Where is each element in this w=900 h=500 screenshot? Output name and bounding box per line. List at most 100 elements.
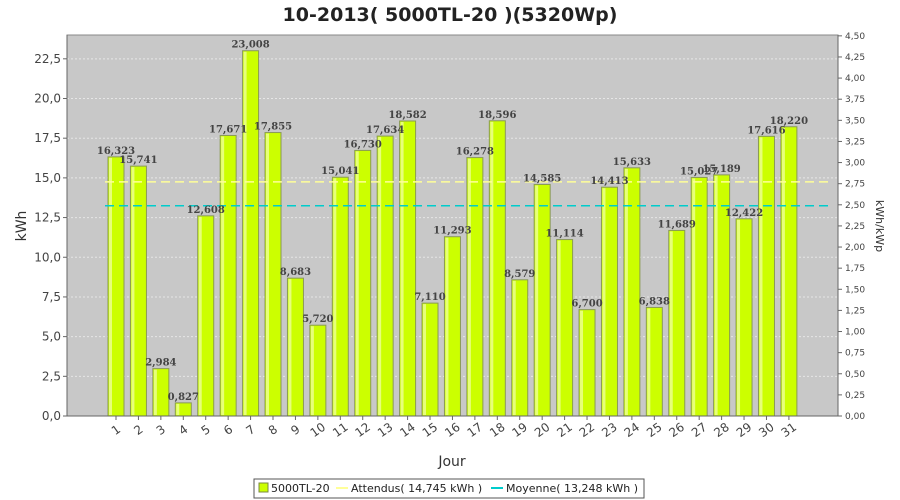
bar-highlight <box>333 178 337 415</box>
data-label: 16,730 <box>344 139 382 150</box>
x-tick-label: 20 <box>532 420 553 440</box>
x-tick-label: 27 <box>689 420 710 440</box>
chart-title: 10-2013( 5000TL-20 )(5320Wp) <box>283 4 618 26</box>
y-right-tick-label: 2,50 <box>845 201 865 211</box>
data-label: 8,579 <box>504 269 535 280</box>
data-label: 18,582 <box>388 110 426 121</box>
y-tick-label: 20,0 <box>34 92 61 106</box>
bar-highlight <box>490 121 494 415</box>
legend-label-moyenne: Moyenne( 13,248 kWh ) <box>506 482 638 495</box>
x-tick-label: 15 <box>420 420 441 440</box>
y-tick-label: 10,0 <box>34 250 61 264</box>
data-label: 2,984 <box>145 358 176 369</box>
data-label: 12,608 <box>187 205 225 216</box>
axes: 0,0 2,5 5,0 7,5 10,0 12,5 15,0 17,5 20,0 22,5 0,00… <box>34 32 865 440</box>
data-label: 11,293 <box>433 226 471 237</box>
x-tick-label: 18 <box>487 420 508 440</box>
x-tick-label: 6 <box>221 422 235 438</box>
y-right-tick-label: 0,00 <box>845 412 865 422</box>
bar-highlight <box>355 151 359 415</box>
y-right-tick-label: 0,25 <box>845 391 865 401</box>
x-tick-label: 3 <box>154 422 168 438</box>
y-right-tick-label: 3,25 <box>845 137 865 147</box>
y-right-tick-label: 2,00 <box>845 243 865 253</box>
bar-highlight <box>243 51 247 416</box>
x-tick-label: 8 <box>266 422 280 438</box>
bar-highlight <box>445 237 449 415</box>
bar-highlight <box>288 279 292 415</box>
data-label: 15,633 <box>613 157 651 168</box>
data-label: 17,616 <box>747 125 785 136</box>
x-tick-label: 24 <box>622 420 643 440</box>
data-label: 15,189 <box>702 164 740 175</box>
bar-highlight <box>557 240 561 415</box>
bar-highlight <box>153 369 157 415</box>
x-tick-label: 11 <box>330 420 351 440</box>
bar-highlight <box>310 326 314 415</box>
data-label: 18,220 <box>770 116 808 127</box>
data-label: 15,027 <box>680 166 718 177</box>
bars <box>107 50 798 417</box>
y-right-tick-label: 3,50 <box>845 116 865 126</box>
y-tick-label: 7,5 <box>42 290 61 304</box>
data-label: 14,413 <box>590 176 628 187</box>
data-label: 15,041 <box>321 166 359 177</box>
bar-highlight <box>624 168 628 415</box>
data-label: 8,683 <box>280 267 311 278</box>
y-right-tick-label: 1,25 <box>845 306 865 316</box>
x-tick-label: 7 <box>243 422 257 438</box>
bar-highlight <box>221 136 225 415</box>
x-tick-label: 23 <box>599 420 620 440</box>
y-right-tick-label: 2,25 <box>845 222 865 232</box>
bar-highlight <box>535 185 539 415</box>
y-right-tick-label: 1,00 <box>845 328 865 338</box>
legend-label-attendus: Attendus( 14,745 kWh ) <box>351 482 482 495</box>
x-tick-label: 9 <box>288 422 302 438</box>
y-tick-label: 0,0 <box>42 409 61 423</box>
x-tick-label: 13 <box>375 420 396 440</box>
legend-box <box>253 478 645 499</box>
x-tick-label: 26 <box>666 420 687 440</box>
data-label: 12,422 <box>725 208 763 219</box>
x-tick-label: 28 <box>711 420 732 440</box>
data-label: 0,827 <box>168 392 199 403</box>
data-label: 16,323 <box>97 146 135 157</box>
data-label: 6,838 <box>639 296 670 307</box>
bar-highlight <box>378 137 382 416</box>
x-tick-label: 5 <box>199 422 213 438</box>
x-tick-label: 17 <box>465 420 486 440</box>
y-right-tick-label: 4,00 <box>845 74 865 84</box>
bar-highlight <box>400 122 404 416</box>
legend-label-bars: 5000TL-20 <box>271 482 330 495</box>
y-right-tick-label: 1,50 <box>845 285 865 295</box>
y-right-tick-label: 4,50 <box>845 32 865 42</box>
y-axis-right-label: kWh/kWp <box>873 200 886 252</box>
data-label: 17,634 <box>366 125 404 136</box>
data-label: 6,700 <box>571 299 602 310</box>
data-label: 16,278 <box>456 147 494 158</box>
x-tick-label: 4 <box>176 422 190 438</box>
y-right-tick-label: 0,75 <box>845 349 865 359</box>
bar-highlight <box>512 280 516 415</box>
bar-highlight <box>647 308 651 415</box>
data-label: 14,585 <box>523 173 561 184</box>
y-right-tick-label: 1,75 <box>845 264 865 274</box>
x-tick-label: 31 <box>779 420 800 440</box>
data-label: 11,689 <box>658 219 696 230</box>
reference-lines <box>105 181 828 207</box>
x-tick-label: 2 <box>131 422 145 438</box>
x-tick-label: 25 <box>644 420 665 440</box>
data-label: 15,741 <box>119 155 157 166</box>
y-tick-label: 15,0 <box>34 171 61 185</box>
bar-highlight <box>198 216 202 415</box>
y-tick-label: 12,5 <box>34 211 61 225</box>
y-tick-label: 22,5 <box>34 52 61 66</box>
data-label: 7,110 <box>414 292 445 303</box>
bar-highlight <box>669 231 673 415</box>
x-tick-label: 29 <box>734 420 755 440</box>
x-axis-label: Jour <box>437 454 466 470</box>
legend: 5000TL-20 Attendus( 14,745 kWh ) Moyenne( … <box>253 478 645 499</box>
y-tick-label: 5,0 <box>42 330 61 344</box>
